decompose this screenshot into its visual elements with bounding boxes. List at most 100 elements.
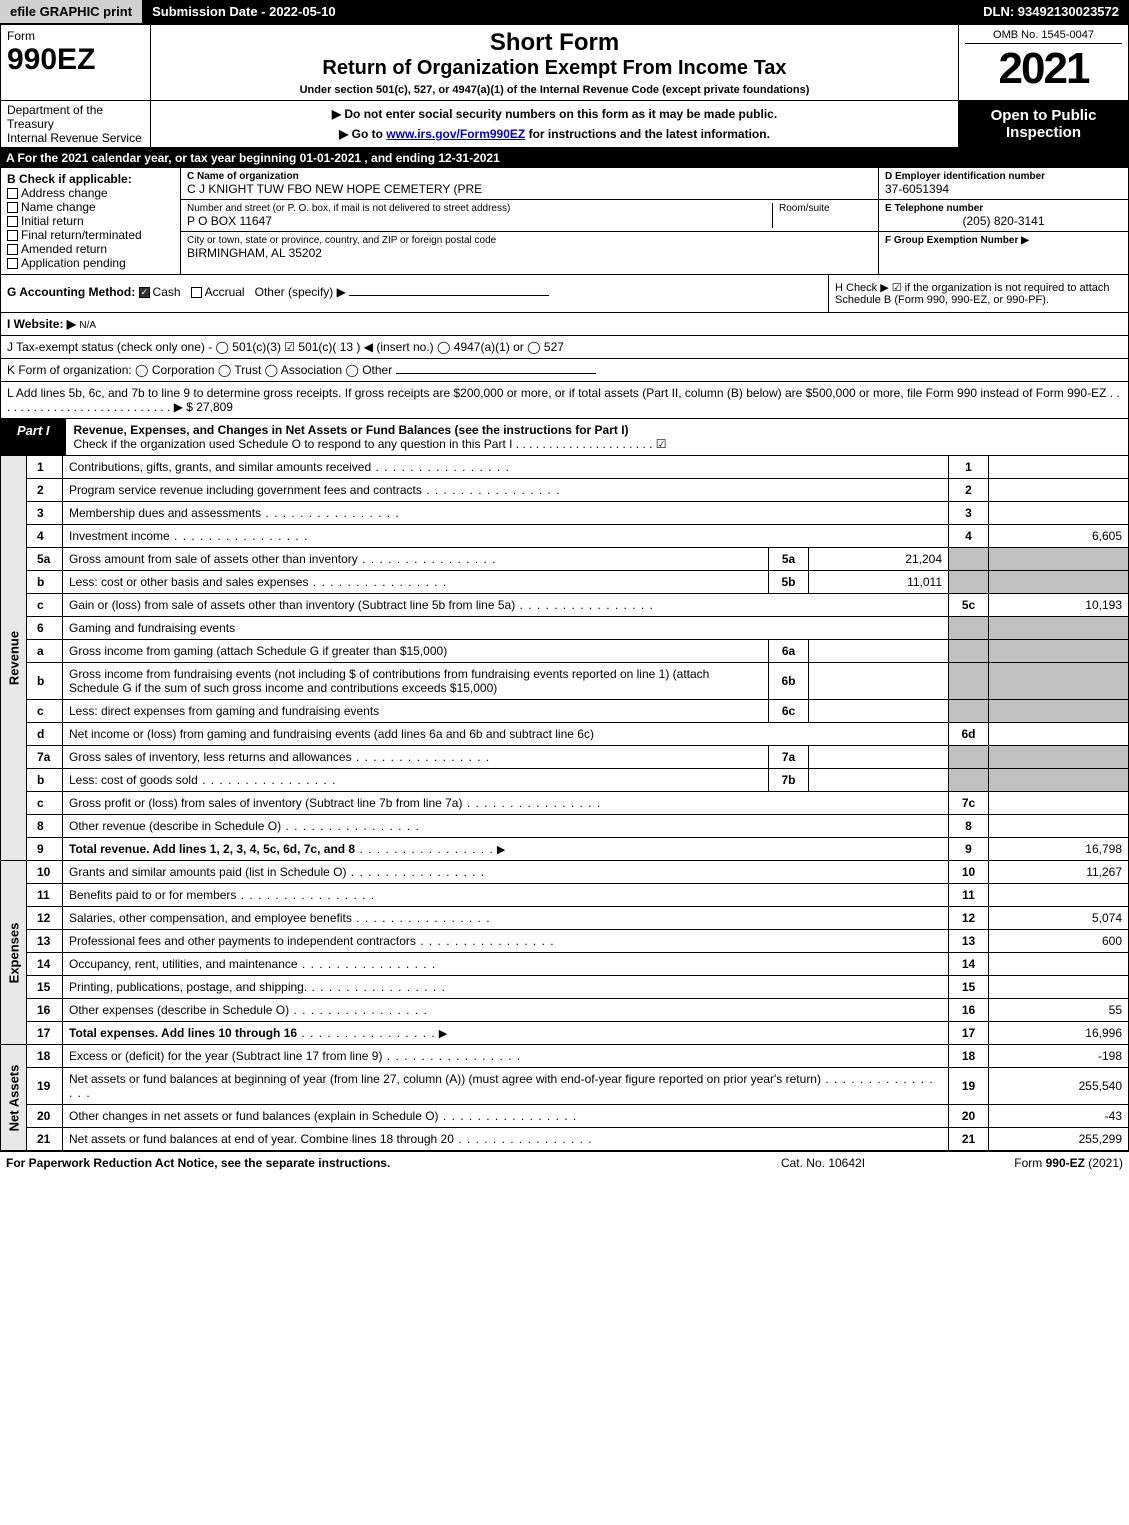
r5b-sl: 5b <box>769 571 809 594</box>
netassets-label: Net Assets <box>1 1045 27 1151</box>
r1-rv <box>989 456 1129 479</box>
row-15: 15 Printing, publications, postage, and … <box>1 976 1129 999</box>
k-other-input[interactable] <box>396 373 596 374</box>
r9-desc: Total revenue. Add lines 1, 2, 3, 4, 5c,… <box>69 842 355 856</box>
row-14: 14 Occupancy, rent, utilities, and maint… <box>1 953 1129 976</box>
r10-rv: 11,267 <box>989 861 1129 884</box>
r4-rv: 6,605 <box>989 525 1129 548</box>
r8-rn: 8 <box>949 815 989 838</box>
revenue-label: Revenue <box>1 456 27 861</box>
row-21: 21 Net assets or fund balances at end of… <box>1 1128 1129 1151</box>
form-title: Short Form <box>157 29 952 57</box>
chk-name-change[interactable]: Name change <box>7 200 174 214</box>
r6a-sl: 6a <box>769 640 809 663</box>
row-8: 8 Other revenue (describe in Schedule O)… <box>1 815 1129 838</box>
r7b-rv <box>989 769 1129 792</box>
r12-num: 12 <box>27 907 63 930</box>
other-label: Other (specify) ▶ <box>255 285 346 299</box>
chk-address-change[interactable]: Address change <box>7 186 174 200</box>
form-word: Form <box>7 29 144 43</box>
city-cell: City or town, state or province, country… <box>181 232 878 263</box>
gh-block: G Accounting Method: Cash Accrual Other … <box>0 275 1129 313</box>
line-g: G Accounting Method: Cash Accrual Other … <box>1 275 828 312</box>
expenses-label: Expenses <box>1 861 27 1045</box>
r6a-rn <box>949 640 989 663</box>
row-7c: c Gross profit or (loss) from sales of i… <box>1 792 1129 815</box>
r6a-desc: Gross income from gaming (attach Schedul… <box>69 644 447 658</box>
goto-pre: ▶ Go to <box>339 127 386 141</box>
r16-num: 16 <box>27 999 63 1022</box>
form-subtitle: Return of Organization Exempt From Incom… <box>157 57 952 80</box>
r6c-sl: 6c <box>769 700 809 723</box>
r6c-rv <box>989 700 1129 723</box>
e-label: E Telephone number <box>885 203 1122 214</box>
r6d-rn: 6d <box>949 723 989 746</box>
r2-rv <box>989 479 1129 502</box>
r7c-desc: Gross profit or (loss) from sales of inv… <box>69 796 601 810</box>
header-right: OMB No. 1545-0047 2021 <box>958 25 1128 100</box>
r17-rn: 17 <box>949 1022 989 1045</box>
submission-date: Submission Date - 2022-05-10 <box>142 0 346 23</box>
r6c-sv <box>809 700 949 723</box>
r6b-rn <box>949 663 989 700</box>
chk-initial-return[interactable]: Initial return <box>7 214 174 228</box>
section-c: C Name of organization C J KNIGHT TUW FB… <box>181 168 878 274</box>
section-d: D Employer identification number 37-6051… <box>878 168 1128 274</box>
r20-rn: 20 <box>949 1105 989 1128</box>
r3-num: 3 <box>27 502 63 525</box>
r6b-sl: 6b <box>769 663 809 700</box>
chk-application-pending[interactable]: Application pending <box>7 256 174 270</box>
chk-amended-return[interactable]: Amended return <box>7 242 174 256</box>
chk-cash[interactable] <box>139 287 150 298</box>
r21-desc: Net assets or fund balances at end of ye… <box>69 1132 593 1146</box>
group-exemption-cell: F Group Exemption Number ▶ <box>879 232 1128 249</box>
r9-rn: 9 <box>949 838 989 861</box>
r21-rn: 21 <box>949 1128 989 1151</box>
r6a-rv <box>989 640 1129 663</box>
r5a-desc: Gross amount from sale of assets other t… <box>69 552 497 566</box>
row-13: 13 Professional fees and other payments … <box>1 930 1129 953</box>
i-label: I Website: ▶ <box>7 317 76 331</box>
c-label: C Name of organization <box>187 171 872 182</box>
chk-accrual[interactable] <box>191 287 202 298</box>
r21-rv: 255,299 <box>989 1128 1129 1151</box>
dept-info: Department of the Treasury Internal Reve… <box>1 101 151 147</box>
r6b-sv <box>809 663 949 700</box>
street-cell: Number and street (or P. O. box, if mail… <box>181 200 878 232</box>
r7a-rv <box>989 746 1129 769</box>
r6c-desc: Less: direct expenses from gaming and fu… <box>69 704 379 718</box>
org-name-cell: C Name of organization C J KNIGHT TUW FB… <box>181 168 878 200</box>
r20-num: 20 <box>27 1105 63 1128</box>
website-value: N/A <box>79 320 96 331</box>
r4-num: 4 <box>27 525 63 548</box>
r6-desc: Gaming and fundraising events <box>69 621 235 635</box>
r1-desc: Contributions, gifts, grants, and simila… <box>69 460 510 474</box>
phone-cell: E Telephone number (205) 820-3141 <box>879 200 1128 232</box>
r4-rn: 4 <box>949 525 989 548</box>
ssn-warning: ▶ Do not enter social security numbers o… <box>157 107 952 121</box>
r5b-rv <box>989 571 1129 594</box>
other-specify-input[interactable] <box>349 295 549 296</box>
org-name: C J KNIGHT TUW FBO NEW HOPE CEMETERY (PR… <box>187 182 872 196</box>
r17-rv: 16,996 <box>989 1022 1129 1045</box>
chk-final-return[interactable]: Final return/terminated <box>7 228 174 242</box>
r18-desc: Excess or (deficit) for the year (Subtra… <box>69 1049 521 1063</box>
row-5a: 5a Gross amount from sale of assets othe… <box>1 548 1129 571</box>
line-l: L Add lines 5b, 6c, and 7b to line 9 to … <box>0 382 1129 419</box>
section-b-title: B Check if applicable: <box>7 172 174 186</box>
form-number: 990EZ <box>7 43 144 77</box>
r12-rv: 5,074 <box>989 907 1129 930</box>
r16-rv: 55 <box>989 999 1129 1022</box>
r5a-rv <box>989 548 1129 571</box>
city-value: BIRMINGHAM, AL 35202 <box>187 246 872 260</box>
section-b: B Check if applicable: Address change Na… <box>1 168 181 274</box>
r6d-num: d <box>27 723 63 746</box>
header-instructions: ▶ Do not enter social security numbers o… <box>151 101 958 147</box>
row-11: 11 Benefits paid to or for members 11 <box>1 884 1129 907</box>
irs-link[interactable]: www.irs.gov/Form990EZ <box>386 127 525 141</box>
r19-num: 19 <box>27 1068 63 1105</box>
street-value: P O BOX 11647 <box>187 214 772 228</box>
street-label: Number and street (or P. O. box, if mail… <box>187 203 772 214</box>
r5b-num: b <box>27 571 63 594</box>
r7a-num: 7a <box>27 746 63 769</box>
